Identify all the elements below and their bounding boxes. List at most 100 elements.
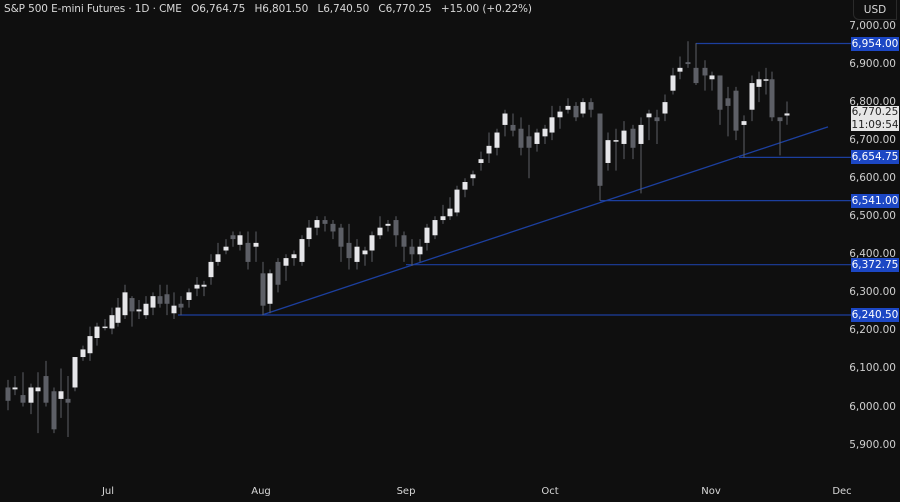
candle — [454, 185, 460, 217]
candle — [733, 86, 739, 141]
candle — [338, 223, 344, 262]
candle — [275, 258, 281, 293]
symbol-legend: S&P 500 E-mini Futures · 1D · CME O6,764… — [4, 3, 538, 15]
candle — [424, 223, 430, 251]
candle — [685, 41, 691, 68]
candle — [702, 60, 708, 91]
level-price-label: 6,541.00 — [851, 193, 899, 208]
candle — [283, 254, 289, 281]
candle — [447, 197, 453, 221]
candle — [143, 296, 149, 319]
ohlc-low: L6,740.50 — [317, 3, 370, 15]
candle — [102, 318, 108, 331]
candle — [741, 115, 747, 158]
candle — [557, 105, 563, 129]
candle — [486, 132, 492, 163]
candle — [136, 299, 142, 319]
candle — [534, 128, 540, 152]
candle — [253, 231, 259, 262]
candle — [784, 101, 790, 125]
time-tick-label: Jul — [101, 486, 115, 497]
candle — [621, 121, 627, 160]
candle — [330, 220, 336, 240]
price-tick-label: 6,500.00 — [849, 210, 896, 223]
candle — [409, 239, 415, 266]
candle — [432, 216, 438, 240]
currency-button[interactable]: USD — [853, 0, 897, 20]
price-tick-label: 6,400.00 — [849, 248, 896, 261]
candle — [526, 124, 532, 179]
candle — [401, 231, 407, 262]
candle — [613, 128, 619, 171]
candle — [385, 220, 391, 232]
candle — [462, 178, 468, 198]
candle — [646, 109, 652, 141]
candle — [35, 372, 41, 434]
candle — [662, 94, 668, 122]
candle — [510, 113, 516, 137]
time-tick-label: Dec — [832, 486, 852, 497]
candle — [565, 98, 571, 114]
candle — [208, 254, 214, 285]
candle — [354, 239, 360, 270]
ohlc-close: C6,770.25 — [378, 3, 432, 15]
candle — [588, 98, 594, 118]
price-tick-label: 5,900.00 — [849, 438, 896, 451]
candle — [369, 231, 375, 262]
candle — [362, 246, 368, 266]
candle — [417, 239, 423, 262]
candle — [28, 383, 34, 415]
candle — [20, 372, 26, 407]
candle — [393, 216, 399, 247]
candle — [171, 292, 177, 319]
candle — [494, 128, 500, 156]
time-tick-label: Oct — [541, 486, 559, 497]
symbol-title[interactable]: S&P 500 E-mini Futures · 1D · CME — [4, 3, 182, 15]
candle — [769, 71, 775, 122]
price-tick-label: 7,000.00 — [849, 20, 896, 32]
candle — [230, 231, 236, 247]
candle — [777, 117, 783, 156]
candle — [12, 376, 18, 396]
candle — [245, 231, 251, 270]
candle — [291, 250, 297, 266]
candle — [223, 239, 229, 255]
candle — [670, 67, 676, 95]
candle — [94, 322, 100, 346]
candle — [129, 296, 135, 327]
candle — [478, 151, 484, 171]
candle — [573, 102, 579, 122]
candle — [122, 284, 128, 319]
candle — [51, 387, 57, 434]
candle — [654, 109, 660, 144]
candle — [65, 376, 71, 437]
level-price-label: 6,654.75 — [851, 150, 899, 165]
candle — [440, 204, 446, 224]
price-tick-label: 6,700.00 — [849, 134, 896, 147]
candle — [299, 235, 305, 266]
price-tick-label: 6,000.00 — [849, 400, 896, 413]
price-tick-label: 6,600.00 — [849, 172, 896, 185]
candle — [597, 113, 603, 201]
candle — [194, 277, 200, 297]
ohlc-change: +15.00 (+0.22%) — [440, 3, 532, 15]
candle — [58, 368, 64, 418]
candle — [5, 379, 11, 411]
candle — [717, 75, 723, 125]
candle — [109, 307, 115, 335]
candle — [502, 109, 508, 137]
candle — [756, 71, 762, 103]
candle — [237, 231, 243, 251]
candle — [542, 124, 548, 144]
candle — [630, 124, 636, 160]
candle — [749, 75, 755, 122]
trendline[interactable] — [261, 126, 829, 316]
candle — [709, 71, 715, 91]
candle — [260, 261, 266, 316]
candle — [580, 98, 586, 118]
candle — [638, 117, 644, 194]
candle — [164, 284, 170, 316]
candle — [43, 360, 49, 407]
